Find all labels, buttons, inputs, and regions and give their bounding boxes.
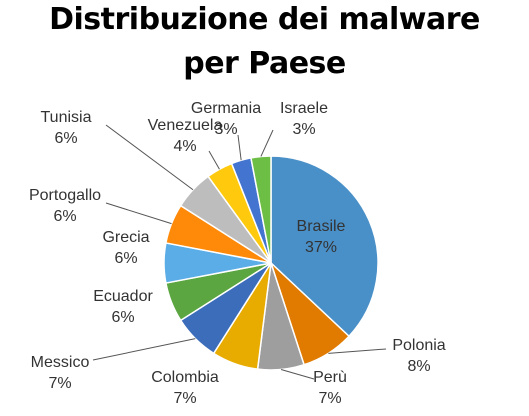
slice-pct-colombia: 7% [173, 390, 196, 407]
slice-label-brasile: Brasile [297, 218, 346, 235]
slice-pct-grecia: 6% [114, 250, 137, 267]
slice-pct-israele: 3% [292, 121, 315, 138]
leader-line-polonia [328, 348, 387, 354]
leader-line-tunisia [105, 124, 194, 191]
slice-label-grecia: Grecia [102, 229, 149, 246]
slice-label-tunisia: Tunisia [41, 109, 92, 126]
slice-label-peru: Perù [313, 369, 347, 386]
leader-line-israele [260, 129, 274, 157]
slice-label-portogallo: Portogallo [29, 187, 101, 204]
slice-label-venezuela: Venezuela [148, 117, 223, 134]
chart-title-line-2: per Paese [183, 46, 346, 81]
pie-slice-brasile [270, 155, 379, 338]
leader-line-messico [92, 338, 196, 361]
slice-pct-tunisia: 6% [54, 130, 77, 147]
leader-line-germania [237, 134, 242, 161]
slice-pct-germania: 3% [214, 121, 237, 138]
slice-pct-messico: 7% [48, 375, 71, 392]
slice-label-colombia: Colombia [151, 369, 219, 386]
slice-pct-venezuela: 4% [173, 138, 196, 155]
slice-pct-polonia: 8% [407, 358, 430, 375]
slice-label-messico: Messico [31, 354, 90, 371]
slice-label-polonia: Polonia [392, 337, 445, 354]
leader-line-venezuela [208, 150, 220, 170]
chart-title-line-1: Distribuzione dei malware [49, 2, 480, 37]
slice-pct-ecuador: 6% [111, 309, 134, 326]
slice-pct-portogallo: 6% [53, 208, 76, 225]
slice-label-ecuador: Ecuador [93, 288, 153, 305]
slice-label-israele: Israele [280, 100, 328, 117]
leader-line-peru [280, 369, 315, 380]
slice-pct-peru: 7% [318, 390, 341, 407]
slice-pct-brasile: 37% [305, 239, 337, 256]
leader-line-portogallo [105, 202, 172, 225]
slice-label-germania: Germania [191, 100, 261, 117]
